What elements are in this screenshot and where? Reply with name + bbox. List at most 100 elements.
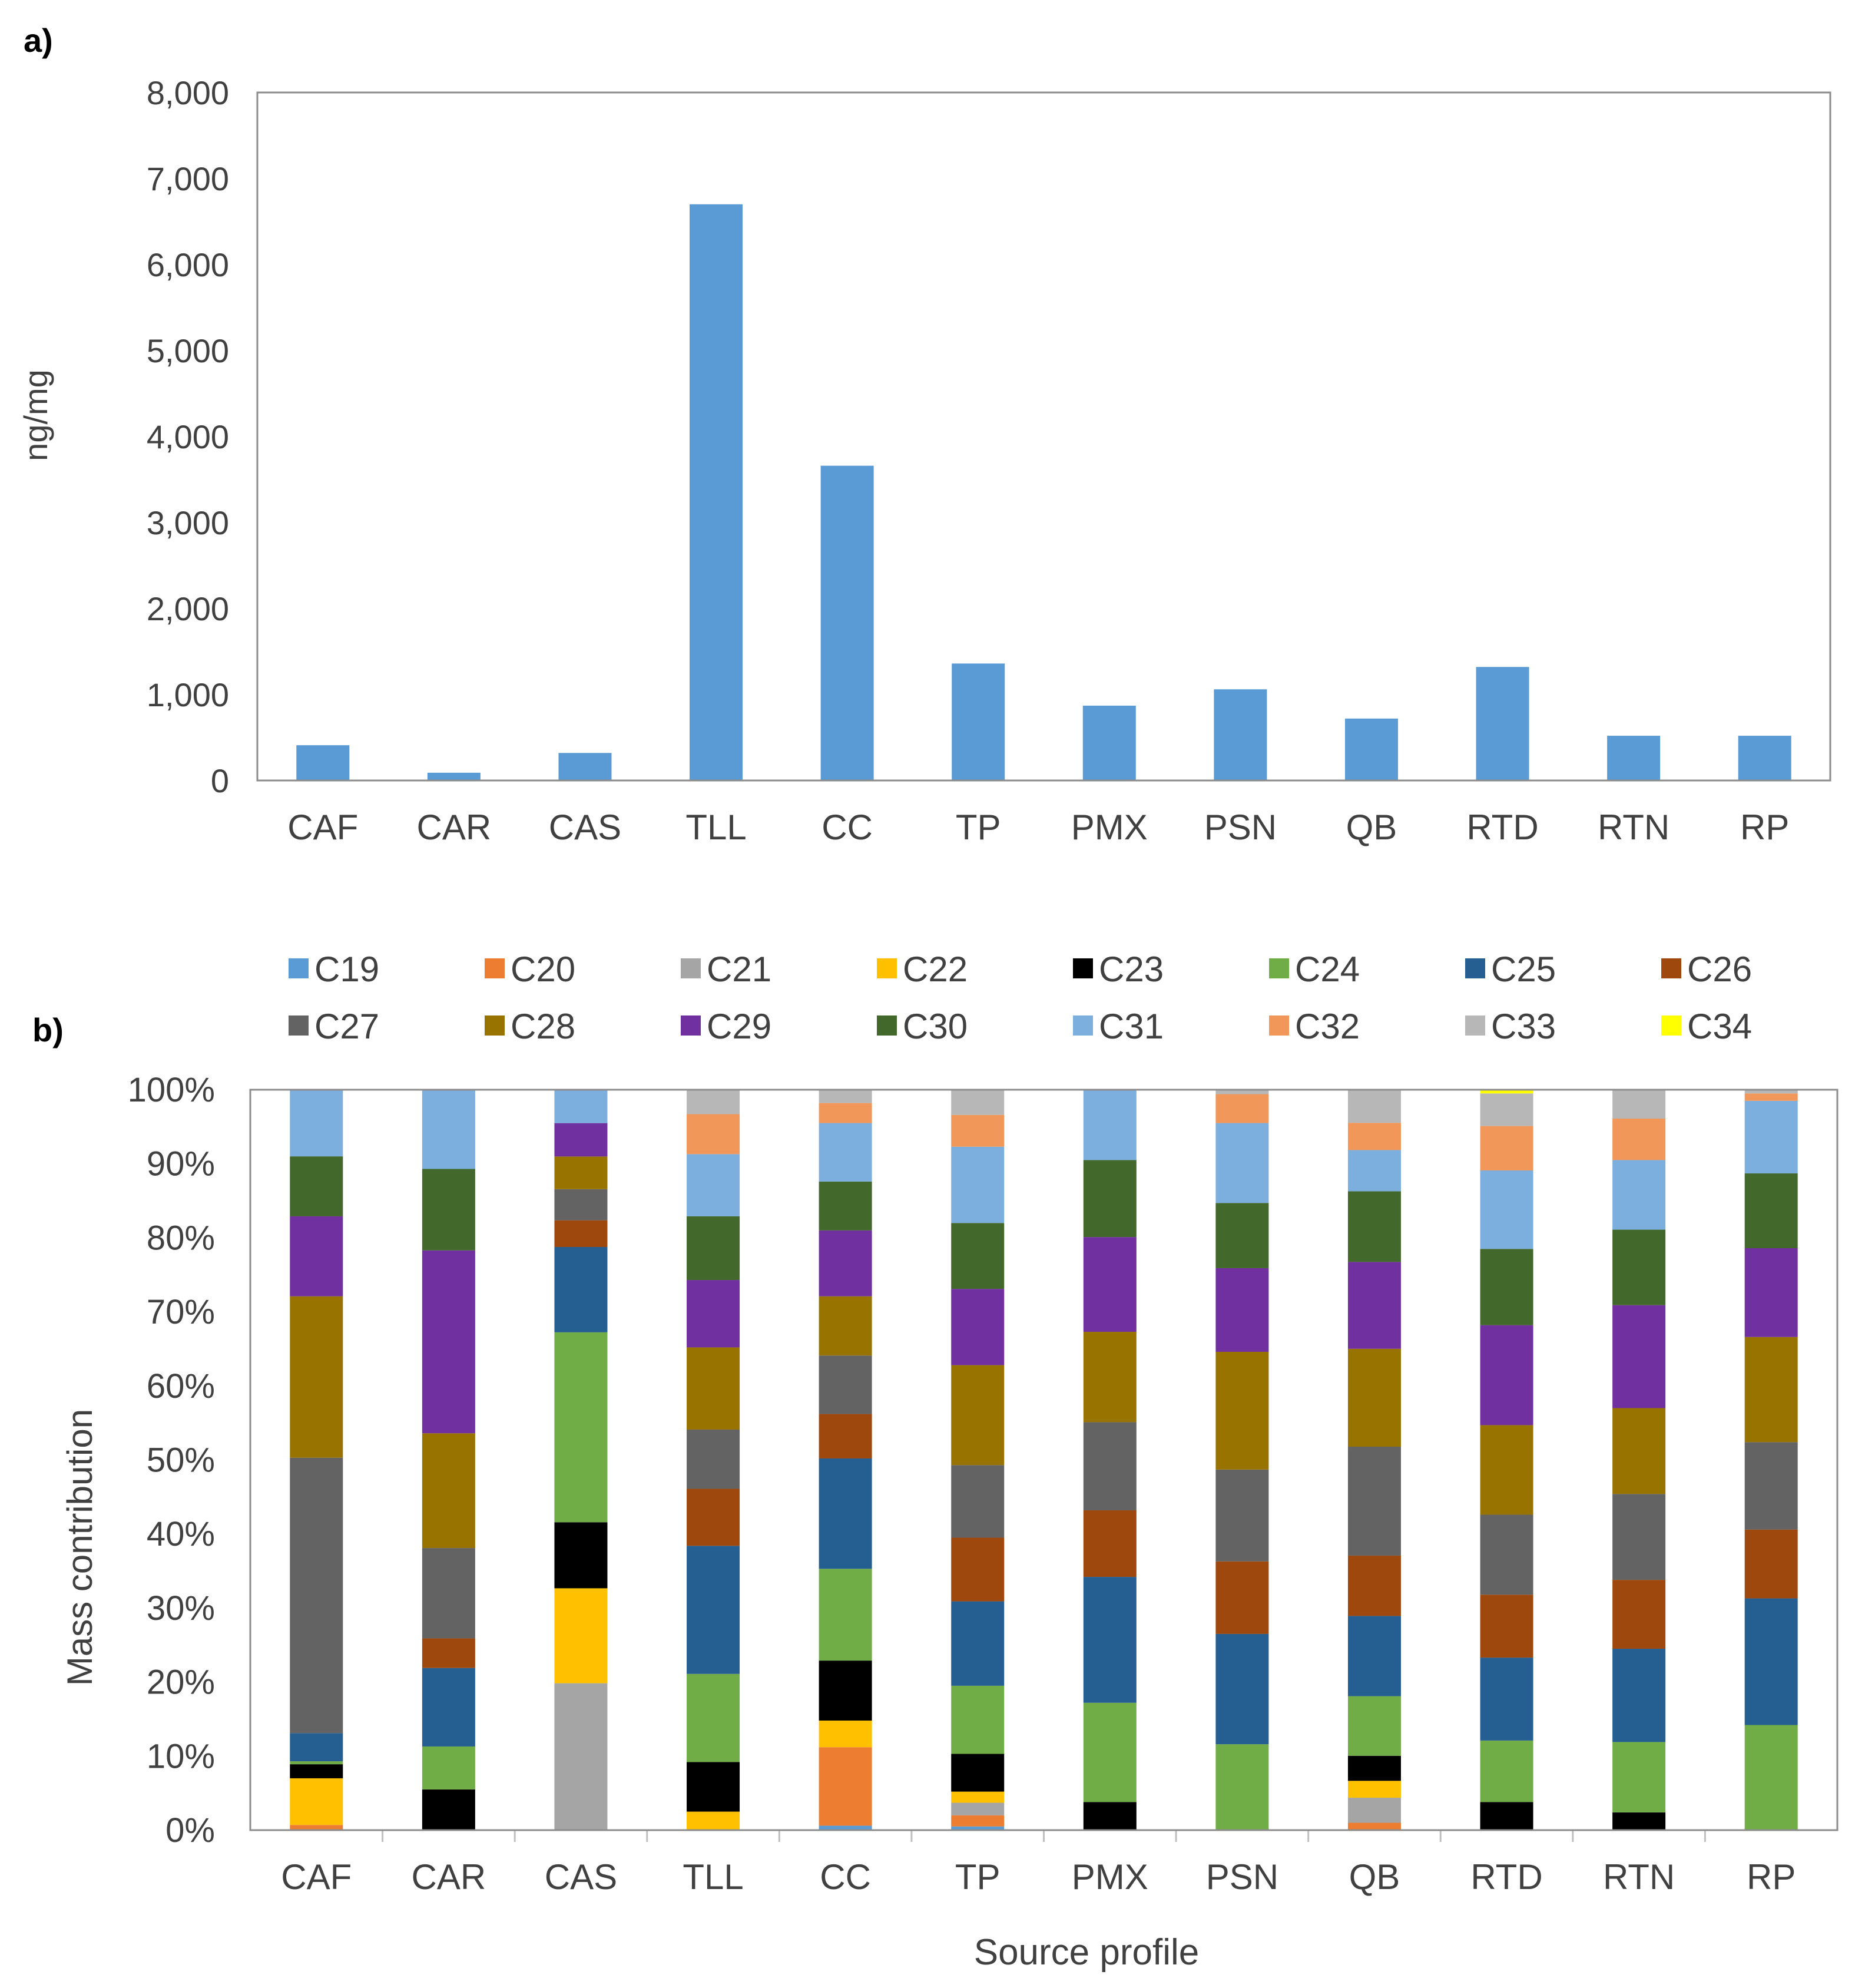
bar-rtd	[1476, 667, 1529, 780]
legend-label-c20: C20	[511, 950, 575, 989]
panel-a-y-tick-label: 3,000	[147, 504, 229, 541]
bar-cc	[820, 465, 874, 780]
panel-a-y-tick-label: 1,000	[147, 676, 229, 713]
bar-caf	[296, 745, 350, 780]
segment-rtd-c29	[1480, 1325, 1533, 1425]
legend-label-c27: C27	[314, 1007, 379, 1046]
segment-tp-c19	[951, 1826, 1005, 1830]
segment-caf-c27	[290, 1457, 343, 1734]
segment-rtd-c30	[1480, 1249, 1533, 1325]
segment-qb-c23	[1347, 1755, 1401, 1781]
panel-b-y-tick-label: 60%	[147, 1367, 215, 1405]
segment-rtn-c26	[1612, 1580, 1666, 1649]
segment-cas-c28	[554, 1156, 608, 1189]
segment-rp-c30	[1744, 1173, 1798, 1248]
panel-a-x-tick-label: CC	[821, 808, 873, 847]
segment-qb-c21	[1347, 1798, 1401, 1823]
panel-b-y-tick-label: 50%	[147, 1441, 215, 1480]
segment-tp-c26	[951, 1537, 1005, 1602]
segment-rp-c29	[1744, 1248, 1798, 1337]
segment-pmx-c25	[1083, 1577, 1137, 1703]
panel-b-x-tick-label: PMX	[1072, 1857, 1148, 1897]
segment-car-c24	[422, 1746, 475, 1789]
segment-caf-c28	[290, 1296, 343, 1458]
legend-label-c34: C34	[1687, 1007, 1752, 1046]
segment-rp-c33	[1744, 1090, 1798, 1094]
legend-swatch-c26	[1661, 958, 1681, 978]
segment-pmx-c31	[1083, 1090, 1137, 1160]
segment-rtd-c28	[1480, 1425, 1533, 1515]
legend-swatch-c31	[1073, 1015, 1093, 1036]
segment-tp-c22	[951, 1791, 1005, 1803]
segment-cc-c27	[819, 1355, 872, 1414]
segment-rtd-c33	[1480, 1093, 1533, 1126]
segment-pmx-c27	[1083, 1422, 1137, 1510]
segment-cc-c30	[819, 1181, 872, 1230]
segment-rtd-c34	[1480, 1090, 1533, 1094]
bar-car	[427, 772, 481, 780]
panel-a-y-tick-label: 8,000	[147, 74, 229, 111]
legend-label-c25: C25	[1491, 950, 1556, 989]
panel-b-x-tick-label: CAF	[281, 1857, 352, 1897]
segment-caf-c20	[290, 1825, 343, 1830]
segment-qb-c20	[1347, 1822, 1401, 1830]
segment-tll-c33	[687, 1090, 740, 1114]
panel-b-y-tick-label: 20%	[147, 1663, 215, 1702]
segment-cas-c26	[554, 1220, 608, 1248]
panel-a-chart: a) ng/mg 0 1,000 2,000 3,000 4,000 5,000 6,000…	[17, 22, 1831, 847]
segment-cc-c24	[819, 1569, 872, 1661]
segment-rtn-c30	[1612, 1229, 1666, 1305]
segment-rtn-c31	[1612, 1160, 1666, 1230]
panel-b-y-tick-label: 70%	[147, 1293, 215, 1331]
segment-psn-c24	[1215, 1744, 1269, 1830]
segment-qb-c24	[1347, 1696, 1401, 1756]
segment-rp-c32	[1744, 1093, 1798, 1101]
legend-swatch-c23	[1073, 958, 1093, 978]
segment-rtd-c31	[1480, 1170, 1533, 1249]
panel-a-x-tick-label: RTD	[1466, 808, 1538, 847]
segment-cas-c22	[554, 1588, 608, 1683]
segment-psn-c29	[1215, 1268, 1269, 1352]
segment-qb-c28	[1347, 1348, 1401, 1447]
segment-caf-c23	[290, 1764, 343, 1779]
panel-a-plot-frame	[256, 91, 1831, 782]
panel-b-x-tick-label: CAR	[412, 1857, 486, 1897]
bar-tll	[690, 204, 743, 780]
bar-tp	[952, 663, 1005, 780]
panel-a-y-tick-label: 2,000	[147, 590, 229, 627]
panel-b-x-tick-label: TP	[955, 1857, 1001, 1897]
segment-tp-c30	[951, 1223, 1005, 1289]
segment-tp-c20	[951, 1815, 1005, 1827]
bar-rtn	[1607, 736, 1661, 780]
legend-swatch-c24	[1269, 958, 1289, 978]
segment-rp-c26	[1744, 1529, 1798, 1599]
segment-cc-c32	[819, 1103, 872, 1123]
panel-b-x-tick-label: RTN	[1603, 1857, 1675, 1897]
segment-tp-c21	[951, 1802, 1005, 1815]
segment-tp-c32	[951, 1114, 1005, 1147]
panel-b-x-tick-label: CAS	[545, 1857, 617, 1897]
segment-qb-c32	[1347, 1123, 1401, 1150]
legend-swatch-c22	[877, 958, 897, 978]
segment-psn-c31	[1215, 1123, 1269, 1203]
legend-swatch-c28	[485, 1015, 505, 1036]
legend-label-c19: C19	[314, 950, 379, 989]
legend-label-c26: C26	[1687, 950, 1752, 989]
legend-swatch-c19	[289, 958, 309, 978]
segment-rtd-c26	[1480, 1595, 1533, 1658]
segment-qb-c33	[1347, 1090, 1401, 1123]
panel-a-x-tick-label: TP	[956, 808, 1001, 847]
segment-car-c23	[422, 1789, 475, 1830]
segment-tll-c23	[687, 1762, 740, 1812]
panel-a-y-tick-label: 6,000	[147, 246, 229, 283]
legend-label-c24: C24	[1295, 950, 1360, 989]
segment-caf-c29	[290, 1216, 343, 1296]
segment-rtd-c23	[1480, 1802, 1533, 1830]
segment-cas-c25	[554, 1247, 608, 1332]
panel-b-y-tick-label: 100%	[128, 1071, 215, 1109]
segment-psn-c27	[1215, 1469, 1269, 1562]
segment-tll-c31	[687, 1154, 740, 1216]
legend-swatch-c30	[877, 1015, 897, 1036]
panel-a-x-tick-label: PMX	[1071, 808, 1148, 847]
